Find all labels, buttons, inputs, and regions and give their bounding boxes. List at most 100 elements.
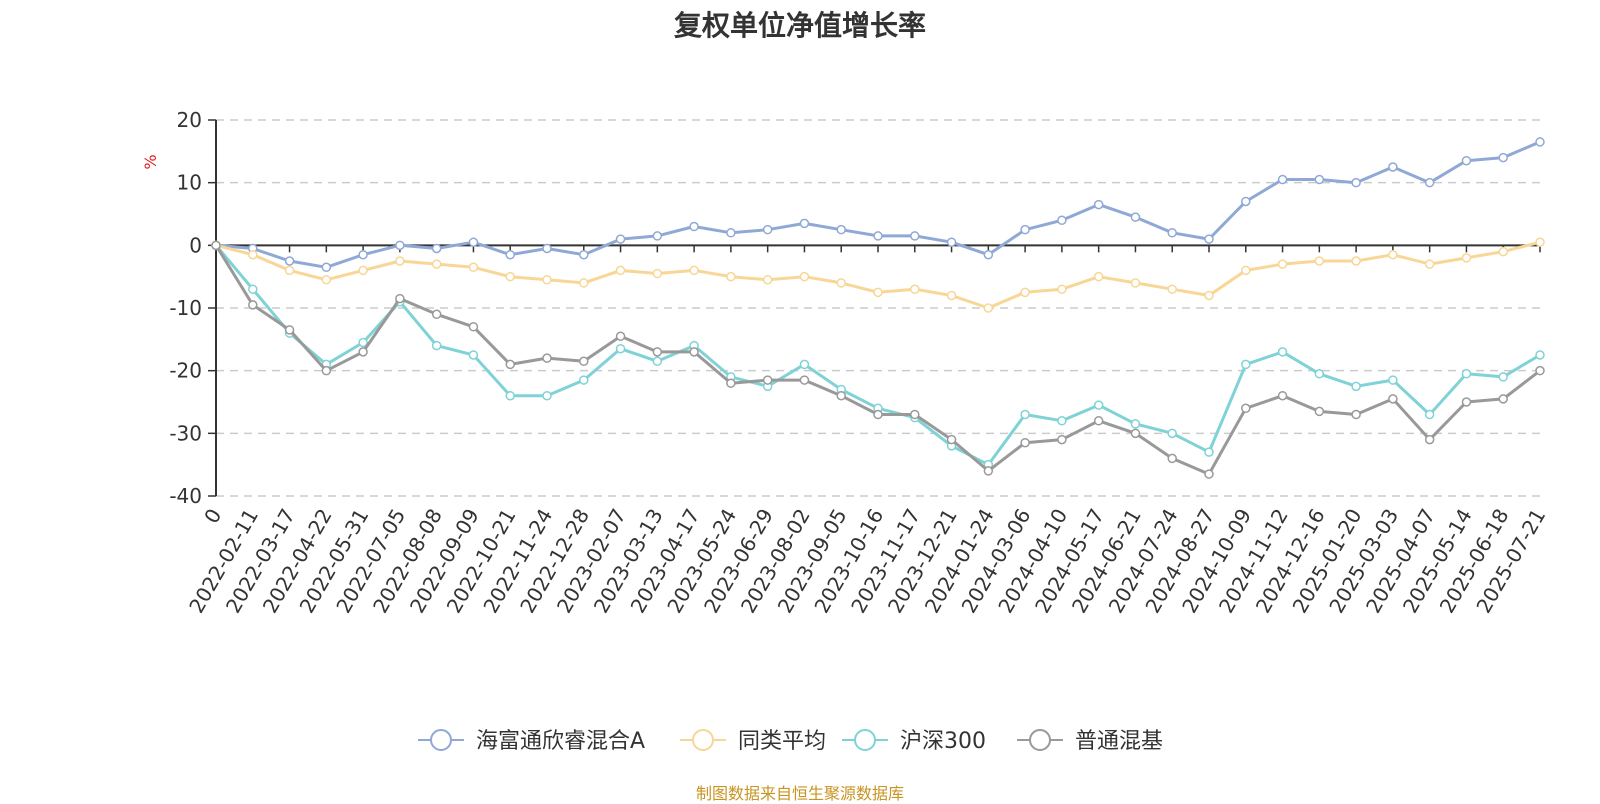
data-point[interactable] <box>395 240 405 251</box>
data-point[interactable] <box>1277 174 1288 185</box>
data-point[interactable] <box>1277 347 1288 357</box>
data-point[interactable] <box>873 287 883 298</box>
data-point[interactable] <box>983 466 994 476</box>
data-point[interactable] <box>1204 447 1214 457</box>
data-point[interactable] <box>615 265 626 276</box>
data-point[interactable] <box>579 278 589 288</box>
data-point[interactable] <box>1020 224 1030 235</box>
data-point[interactable] <box>1241 196 1251 207</box>
data-point[interactable] <box>1020 409 1030 420</box>
data-point[interactable] <box>468 322 479 332</box>
data-point[interactable] <box>358 249 368 260</box>
data-point[interactable] <box>1461 155 1472 166</box>
data-point[interactable] <box>284 256 295 266</box>
legend-item[interactable]: 沪深300 <box>842 729 986 754</box>
data-point[interactable] <box>468 350 479 360</box>
data-point[interactable] <box>395 256 405 266</box>
data-point[interactable] <box>910 231 920 241</box>
legend-item[interactable]: 普通混基 <box>1017 729 1163 754</box>
data-point[interactable] <box>836 224 846 235</box>
data-point[interactable] <box>431 259 442 269</box>
data-point[interactable] <box>836 390 846 401</box>
data-point[interactable] <box>1093 199 1104 210</box>
data-point[interactable] <box>1130 212 1141 222</box>
data-point[interactable] <box>1167 453 1177 464</box>
data-point[interactable] <box>1388 375 1398 385</box>
data-point[interactable] <box>689 265 699 276</box>
data-point[interactable] <box>1424 177 1435 188</box>
data-point[interactable] <box>542 390 552 401</box>
data-point[interactable] <box>1498 394 1508 404</box>
data-point[interactable] <box>431 340 442 351</box>
data-point[interactable] <box>1277 259 1288 269</box>
data-point[interactable] <box>1461 397 1472 407</box>
data-point[interactable] <box>762 375 773 385</box>
data-point[interactable] <box>1093 271 1104 282</box>
data-point[interactable] <box>1535 350 1545 360</box>
data-point[interactable] <box>1241 265 1251 276</box>
data-point[interactable] <box>726 378 736 388</box>
data-point[interactable] <box>284 265 295 276</box>
data-point[interactable] <box>1093 400 1104 410</box>
data-point[interactable] <box>1424 434 1435 445</box>
data-point[interactable] <box>1424 409 1435 420</box>
data-point[interactable] <box>1057 434 1067 445</box>
data-point[interactable] <box>799 271 810 282</box>
data-point[interactable] <box>1535 237 1545 247</box>
data-point[interactable] <box>983 303 994 313</box>
data-point[interactable] <box>579 249 589 260</box>
data-point[interactable] <box>1167 228 1177 238</box>
data-point[interactable] <box>983 249 994 260</box>
data-point[interactable] <box>1314 256 1325 266</box>
data-point[interactable] <box>1388 394 1398 404</box>
data-point[interactable] <box>431 309 442 320</box>
data-point[interactable] <box>689 221 699 232</box>
data-point[interactable] <box>1388 162 1398 172</box>
legend-item[interactable]: 同类平均 <box>680 729 826 754</box>
data-point[interactable] <box>321 262 332 273</box>
data-point[interactable] <box>395 293 405 304</box>
data-point[interactable] <box>248 249 258 260</box>
data-point[interactable] <box>542 353 552 363</box>
data-point[interactable] <box>1204 469 1214 479</box>
data-point[interactable] <box>1461 369 1472 379</box>
data-point[interactable] <box>505 271 515 282</box>
data-point[interactable] <box>505 249 515 260</box>
data-point[interactable] <box>1130 428 1141 439</box>
data-point[interactable] <box>1498 372 1508 382</box>
data-point[interactable] <box>1314 369 1325 379</box>
data-point[interactable] <box>1388 249 1398 260</box>
data-point[interactable] <box>689 347 699 357</box>
data-point[interactable] <box>1351 381 1361 392</box>
data-point[interactable] <box>1351 409 1361 420</box>
data-point[interactable] <box>542 275 552 285</box>
data-point[interactable] <box>468 237 479 247</box>
data-point[interactable] <box>652 356 663 367</box>
data-point[interactable] <box>358 347 368 357</box>
data-point[interactable] <box>1057 416 1067 426</box>
data-point[interactable] <box>615 234 626 244</box>
data-point[interactable] <box>579 375 589 385</box>
data-point[interactable] <box>505 390 515 401</box>
data-point[interactable] <box>1424 259 1435 269</box>
data-point[interactable] <box>799 218 810 229</box>
data-point[interactable] <box>652 231 663 241</box>
data-point[interactable] <box>1351 177 1361 188</box>
data-point[interactable] <box>579 356 589 367</box>
data-point[interactable] <box>284 325 295 335</box>
data-point[interactable] <box>652 268 663 279</box>
data-point[interactable] <box>799 375 810 385</box>
data-point[interactable] <box>873 231 883 241</box>
legend-item[interactable]: 海富通欣睿混合A <box>418 729 645 754</box>
data-point[interactable] <box>1461 253 1472 263</box>
data-point[interactable] <box>1057 284 1067 294</box>
data-point[interactable] <box>211 240 221 251</box>
data-point[interactable] <box>1314 406 1325 417</box>
legend[interactable]: 海富通欣睿混合A 同类平均 沪深300 普通混基 <box>418 729 1163 754</box>
data-point[interactable] <box>946 434 957 445</box>
data-point[interactable] <box>1204 290 1214 301</box>
data-point[interactable] <box>248 284 258 294</box>
data-point[interactable] <box>1277 390 1288 401</box>
data-point[interactable] <box>1204 234 1214 244</box>
data-point[interactable] <box>1241 359 1251 370</box>
